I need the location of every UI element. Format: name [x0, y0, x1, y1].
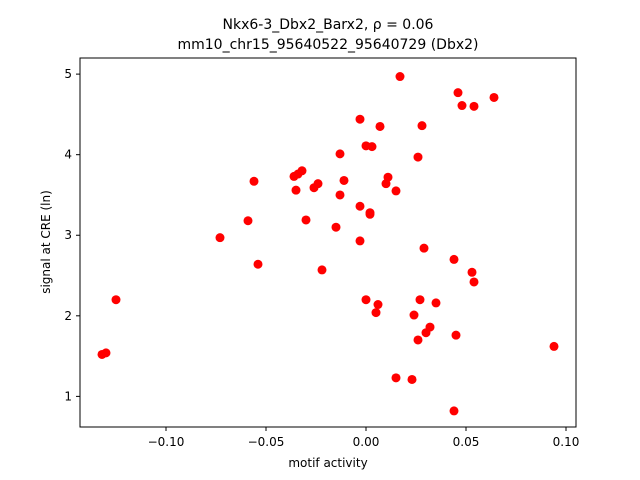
data-point: [215, 233, 225, 243]
x-tick-label: −0.05: [248, 435, 285, 449]
data-point: [407, 374, 417, 384]
x-tick-label: 0.00: [353, 435, 380, 449]
data-point: [431, 298, 441, 308]
data-point: [367, 142, 377, 152]
y-tick-label: 3: [64, 228, 72, 242]
data-point: [457, 101, 467, 111]
data-point: [391, 373, 401, 383]
data-point: [469, 277, 479, 287]
data-point: [335, 149, 345, 159]
x-axis-ticks: −0.10 −0.05 0.00 0.05 0.10: [148, 427, 580, 449]
data-point: [375, 121, 385, 131]
data-point: [339, 175, 349, 185]
chart-title-line1: Nkx6-3_Dbx2_Barx2, ρ = 0.06: [223, 17, 434, 33]
data-point: [355, 236, 365, 246]
data-point: [335, 190, 345, 200]
y-tick-label: 1: [64, 389, 72, 403]
y-tick-label: 2: [64, 309, 72, 323]
data-point: [371, 308, 381, 318]
data-point: [413, 152, 423, 162]
data-point: [111, 295, 121, 305]
data-point: [391, 186, 401, 196]
data-point: [355, 114, 365, 124]
x-tick-label: 0.05: [453, 435, 480, 449]
data-point: [451, 330, 461, 340]
data-point: [409, 310, 419, 320]
data-point: [449, 254, 459, 264]
x-axis-label: motif activity: [288, 456, 367, 470]
data-point: [101, 348, 111, 358]
data-point: [415, 295, 425, 305]
x-tick-label: 0.10: [553, 435, 580, 449]
data-point: [301, 215, 311, 225]
data-point: [449, 406, 459, 416]
data-point: [243, 216, 253, 226]
data-point: [549, 341, 559, 351]
data-point: [413, 335, 423, 345]
data-point: [297, 166, 307, 176]
data-point: [317, 265, 327, 275]
data-point: [291, 185, 301, 195]
data-point: [249, 176, 259, 186]
data-point: [395, 72, 405, 82]
data-point: [253, 259, 263, 269]
data-point: [469, 101, 479, 111]
data-point: [373, 300, 383, 310]
x-tick-label: −0.10: [148, 435, 185, 449]
y-tick-label: 5: [64, 67, 72, 81]
data-point: [331, 222, 341, 232]
data-point: [489, 92, 499, 102]
y-axis-ticks: 1 2 3 4 5: [64, 67, 80, 403]
data-point: [425, 322, 435, 332]
data-point: [383, 172, 393, 182]
data-point: [361, 295, 371, 305]
data-point: [453, 88, 463, 98]
data-point: [417, 121, 427, 131]
data-point: [313, 179, 323, 189]
data-point: [355, 201, 365, 211]
y-axis-label: signal at CRE (ln): [39, 190, 53, 294]
data-point: [419, 243, 429, 253]
data-point: [467, 267, 477, 277]
plot-frame: [79, 57, 577, 428]
chart-title-line2: mm10_chr15_95640522_95640729 (Dbx2): [178, 37, 479, 53]
data-points: [97, 72, 559, 416]
y-tick-label: 4: [64, 148, 72, 162]
data-point: [365, 209, 375, 219]
